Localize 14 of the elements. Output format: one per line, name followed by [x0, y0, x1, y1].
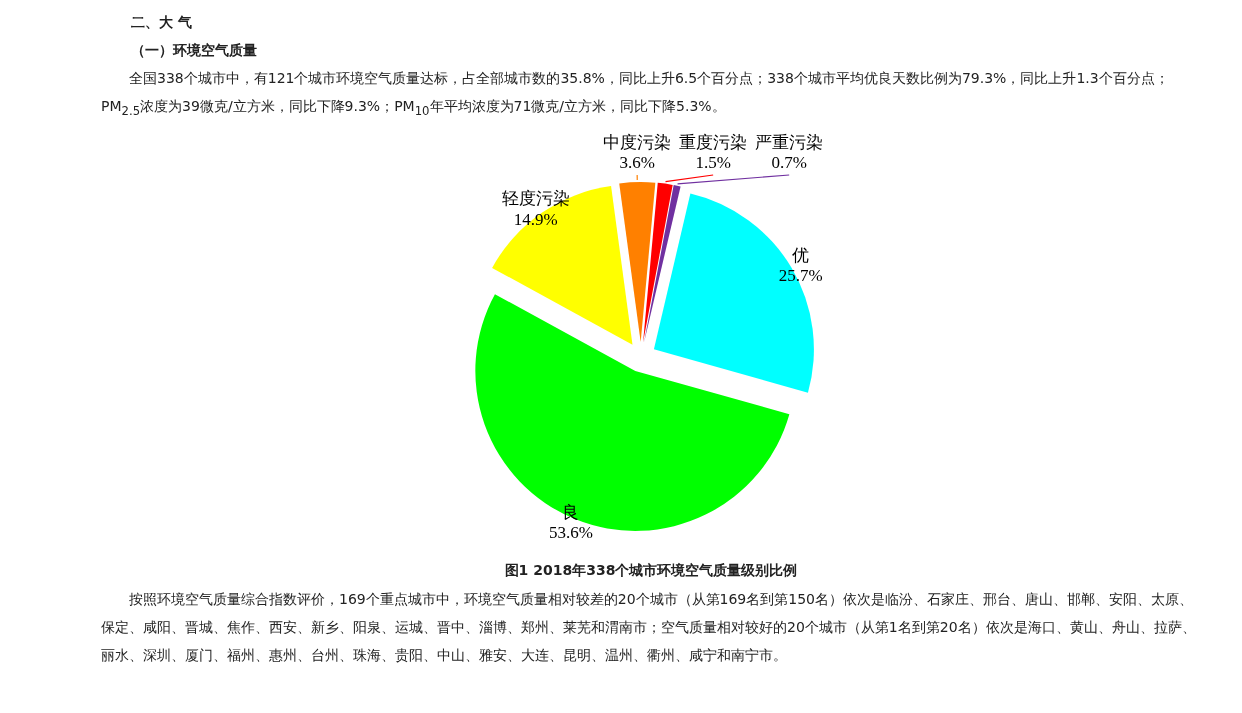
data-label: 53.6%: [548, 523, 593, 543]
data-label: 3.6%: [619, 153, 655, 173]
slice-label: 严重污染: [755, 132, 824, 152]
text: 按照环境空气质量综合指数评价，169个重点城市中，环境空气质量相对较差的20个城市（从第169名到第150名）依次是临汾、石家庄、邢台、唐山、邯郸、安阳、太原、保定、咸阳、晋城、焦作、西安、新乡、阳泉、运城、晋中、淄博、郑州、莱芜和渭南市；空气质量相对较好的20个城市（从第1名到第20名）依次是海口、黄山、舟山、拉萨、丽水、深圳、厦门、福州、惠州、台州、珠海、贵阳、中山、雅安、大连、昆明、温州、衢州、咸宁和南宁市。: [101, 589, 1197, 665]
data-label: 0.7%: [771, 153, 807, 173]
slice-label: 良: [562, 502, 580, 522]
text: 二、大 气: [131, 13, 193, 32]
slice-label: 重度污染: [679, 132, 748, 152]
text: 图1 2018年338个城市环境空气质量级别比例: [503, 560, 799, 580]
data-label: 1.5%: [695, 153, 731, 173]
text: 全国338个城市中，有121个城市环境空气质量达标，占全部城市数的35.8%，同比上升6.5个百分点；338个城市平均优良天数比例为79.3%，同比上升1.3个百分点；PM$_{2.5}$浓度为39微克/立方米，同比下降9.3%；PM$_{10}$年平均浓度为71微克/立方米，同比下降5.3%。: [101, 69, 1170, 120]
text: （一）环境空气质量: [131, 41, 258, 60]
slice-label: 中度污染: [603, 132, 672, 152]
slice-label: 优: [792, 245, 810, 265]
